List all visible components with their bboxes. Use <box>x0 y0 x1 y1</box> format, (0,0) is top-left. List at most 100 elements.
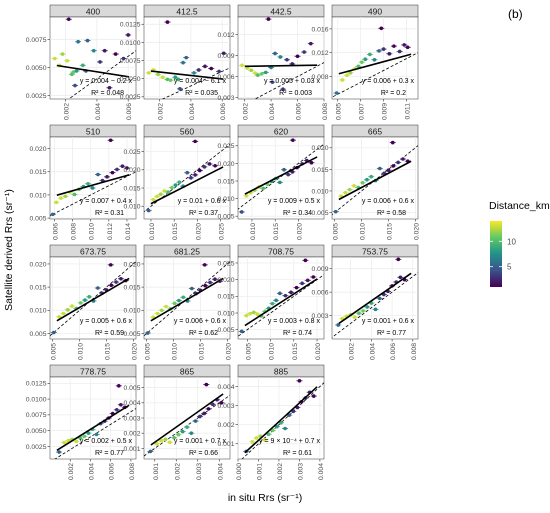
data-point <box>373 307 378 312</box>
facet-panel-442-5: 442.50.002 0.004 0.006 0.0080.0030.0060.009… <box>217 4 329 120</box>
data-point <box>255 312 260 317</box>
x-tick-label: 0.006 <box>390 343 397 360</box>
data-point <box>343 190 348 195</box>
data-point <box>155 194 159 199</box>
data-point <box>87 295 92 299</box>
x-tick-label: 0.010 <box>250 223 257 240</box>
x-tick-label: 0.004 <box>369 343 376 360</box>
r-squared-label: R² = 0.77 <box>95 450 124 457</box>
r-squared-label: R² = 0.59 <box>95 330 124 337</box>
x-tick-label: 0.008 <box>322 103 329 120</box>
data-point <box>333 209 338 214</box>
data-point <box>266 432 271 437</box>
data-point <box>82 434 87 439</box>
plot-content <box>144 382 230 457</box>
plot-area <box>237 136 325 220</box>
data-point <box>398 275 403 280</box>
data-point <box>352 315 357 319</box>
data-point <box>74 69 79 73</box>
data-point <box>176 432 181 437</box>
data-point <box>60 52 65 56</box>
facet-panel-412-5: 412.5 0.002 0.004 0.006 0.0025 0.0050 0.0075 0.… <box>120 4 231 120</box>
regression-line <box>244 64 318 68</box>
x-tick-label: 0.002 <box>64 103 71 120</box>
r-squared-label: R² = 0.74 <box>283 330 312 337</box>
data-point <box>165 20 170 24</box>
data-point <box>65 59 69 63</box>
data-point <box>300 281 304 286</box>
facet-panel-560: 560 0.010 0.015 0.020 0.025 0.010 0.015 0.020 0.… <box>123 124 231 240</box>
data-point <box>291 138 295 142</box>
data-point <box>396 257 401 262</box>
x-tick-label: 0.015 <box>198 343 205 360</box>
regression-equation: y = 0.005 + 0.03 x <box>264 78 321 85</box>
data-point <box>202 263 207 267</box>
data-point <box>282 167 286 172</box>
data-point <box>196 68 201 72</box>
plot-content <box>50 261 136 337</box>
x-tick-label: 0.006 <box>220 103 227 120</box>
x-tick-label: 0.004 <box>88 463 95 480</box>
data-point <box>377 49 381 53</box>
data-point <box>177 180 182 184</box>
x-tick-label: 0.006 <box>126 103 133 120</box>
plot-area <box>49 256 137 340</box>
panel-label: (b) <box>508 7 523 21</box>
y-tick-label: 0.020 <box>217 277 234 284</box>
data-point <box>76 39 80 44</box>
y-tick-label: 0.009 <box>217 53 234 60</box>
data-point <box>170 185 174 190</box>
facet-panel-510: 510 0.006 0.008 0.010 0.012 0.014 0.005 0.010 0.… <box>29 124 137 240</box>
data-point <box>295 54 300 59</box>
y-tick-label: 0.0025 <box>26 444 47 451</box>
regression-equation: y = 0.006 + 0.6 x <box>362 198 415 205</box>
data-point <box>402 43 407 47</box>
facet-panel-778-75: 778.75 0.002 0.004 0.006 0.008 0.0025 0.0050 0.… <box>26 364 137 480</box>
data-point <box>114 280 118 284</box>
data-point <box>256 73 260 77</box>
regression-equation: y = 0.003 + 0.8 x <box>268 318 321 325</box>
data-point <box>126 33 130 37</box>
data-point <box>348 71 353 75</box>
colorbar-tick-label: 10 <box>507 237 516 246</box>
facet-strip-label: 400 <box>86 7 100 17</box>
y-tick-label: 0.005 <box>123 385 140 392</box>
data-point <box>146 208 151 213</box>
data-point <box>172 301 177 306</box>
r-squared-label: R² = 0.37 <box>189 210 218 217</box>
data-point <box>390 140 395 145</box>
y-tick-label: 0.006 <box>217 74 234 81</box>
data-point <box>178 87 182 91</box>
data-point <box>198 414 202 419</box>
data-point <box>250 440 255 444</box>
plot-content <box>332 26 418 98</box>
data-point <box>155 442 159 446</box>
x-tick-label: 0.015 <box>172 223 179 240</box>
data-point <box>405 45 410 50</box>
y-tick-label: 0.0025 <box>26 93 47 100</box>
data-point <box>286 172 291 177</box>
data-point <box>81 63 85 68</box>
x-tick-label: 0.005 <box>333 223 340 240</box>
data-point <box>96 172 100 177</box>
facet-strip-label: 708.75 <box>268 247 294 257</box>
data-point <box>263 70 268 75</box>
y-tick-label: 0.004 <box>123 400 140 407</box>
y-tick-label: 0.005 <box>311 210 328 217</box>
data-point <box>378 166 382 171</box>
y-tick-label: 0.0075 <box>26 412 47 419</box>
regression-equation: y = 0.007 + 0.4 x <box>80 198 133 205</box>
facet-panel-885: 885 0.000 0.001 0.002 0.003 0.004 0.001 0.002 0.… <box>217 364 325 480</box>
facet-strip-label: 681.25 <box>174 247 200 257</box>
data-point <box>297 379 302 383</box>
data-point <box>189 176 193 180</box>
data-point <box>387 52 392 56</box>
x-tick-label: 0.010 <box>269 343 276 360</box>
x-tick-label: 0.002 <box>158 103 165 120</box>
data-point <box>278 291 282 296</box>
data-point <box>83 298 87 302</box>
data-point <box>90 186 95 190</box>
plot-area <box>49 16 137 100</box>
data-point <box>361 309 365 313</box>
data-point <box>283 293 288 298</box>
